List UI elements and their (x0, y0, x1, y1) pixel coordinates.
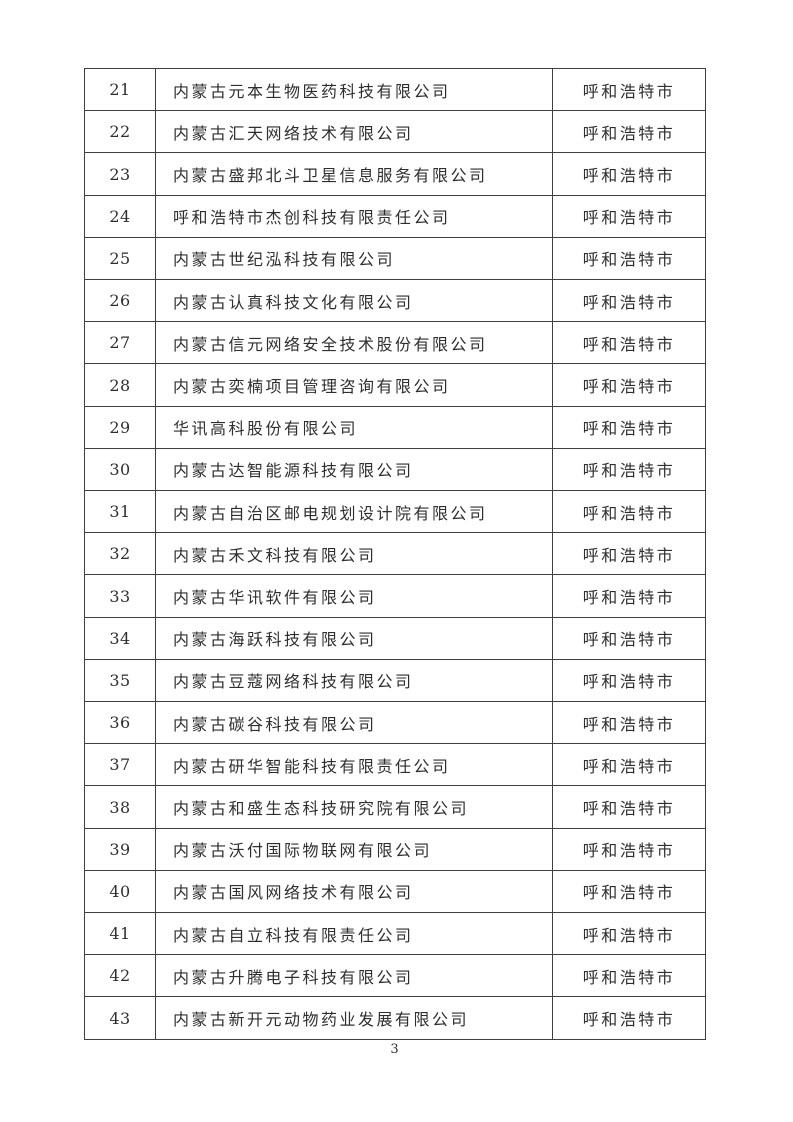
row-number-cell: 41 (84, 912, 156, 956)
row-number-cell: 23 (84, 152, 156, 196)
table-row: 23 内蒙古盛邦北斗卫星信息服务有限公司 呼和浩特市 (84, 152, 706, 196)
row-number-cell: 37 (84, 743, 156, 787)
company-name-cell: 内蒙古沃付国际物联网有限公司 (155, 827, 553, 871)
row-number-cell: 33 (84, 574, 156, 618)
table-row: 42 内蒙古升腾电子科技有限公司 呼和浩特市 (84, 954, 706, 998)
city-cell: 呼和浩特市 (552, 110, 706, 154)
table-row: 28 内蒙古奕楠项目管理咨询有限公司 呼和浩特市 (84, 363, 706, 407)
company-name-cell: 呼和浩特市杰创科技有限责任公司 (155, 194, 553, 238)
table-row: 41 内蒙古自立科技有限责任公司 呼和浩特市 (84, 912, 706, 956)
row-number-cell: 35 (84, 658, 156, 703)
city-cell: 呼和浩特市 (552, 363, 706, 407)
table-row: 40 内蒙古国风网络技术有限公司 呼和浩特市 (84, 869, 706, 914)
table-row: 37 内蒙古研华智能科技有限责任公司 呼和浩特市 (84, 743, 706, 787)
row-number-cell: 43 (84, 996, 156, 1040)
company-name-cell: 华讯高科股份有限公司 (155, 405, 553, 449)
table-row: 39 内蒙古沃付国际物联网有限公司 呼和浩特市 (84, 827, 706, 871)
company-name-cell: 内蒙古豆蔻网络科技有限公司 (155, 658, 553, 703)
table-row: 25 内蒙古世纪泓科技有限公司 呼和浩特市 (84, 236, 706, 281)
city-cell: 呼和浩特市 (552, 574, 706, 618)
company-table-body: 21 内蒙古元本生物医药科技有限公司 呼和浩特市 22 内蒙古汇天网络技术有限公司 呼和浩… (84, 67, 706, 1040)
city-cell: 呼和浩特市 (552, 236, 706, 281)
city-cell: 呼和浩特市 (552, 785, 706, 829)
company-name-cell: 内蒙古盛邦北斗卫星信息服务有限公司 (155, 152, 553, 196)
company-name-cell: 内蒙古禾文科技有限公司 (155, 532, 553, 576)
table-row: 33 内蒙古华讯软件有限公司 呼和浩特市 (84, 574, 706, 618)
city-cell: 呼和浩特市 (552, 743, 706, 787)
table-row: 31 内蒙古自治区邮电规划设计院有限公司 呼和浩特市 (84, 490, 706, 534)
company-name-cell: 内蒙古世纪泓科技有限公司 (155, 236, 553, 281)
row-number-cell: 38 (84, 785, 156, 829)
row-number-cell: 32 (84, 532, 156, 576)
table-row: 29 华讯高科股份有限公司 呼和浩特市 (84, 405, 706, 449)
company-name-cell: 内蒙古华讯软件有限公司 (155, 574, 553, 618)
company-name-cell: 内蒙古认真科技文化有限公司 (155, 279, 553, 323)
company-name-cell: 内蒙古信元网络安全技术股份有限公司 (155, 321, 553, 365)
row-number-cell: 21 (84, 67, 156, 112)
row-number-cell: 36 (84, 701, 156, 745)
table-row: 36 内蒙古碳谷科技有限公司 呼和浩特市 (84, 701, 706, 745)
row-number-cell: 40 (84, 869, 156, 914)
city-cell: 呼和浩特市 (552, 996, 706, 1040)
city-cell: 呼和浩特市 (552, 194, 706, 238)
row-number-cell: 42 (84, 954, 156, 998)
company-name-cell: 内蒙古碳谷科技有限公司 (155, 701, 553, 745)
company-table: 21 内蒙古元本生物医药科技有限公司 呼和浩特市 22 内蒙古汇天网络技术有限公司 呼和浩… (84, 67, 706, 1040)
table-row: 32 内蒙古禾文科技有限公司 呼和浩特市 (84, 532, 706, 576)
company-name-cell: 内蒙古国风网络技术有限公司 (155, 869, 553, 914)
row-number-cell: 28 (84, 363, 156, 407)
row-number-cell: 25 (84, 236, 156, 281)
city-cell: 呼和浩特市 (552, 152, 706, 196)
row-number-cell: 31 (84, 490, 156, 534)
row-number-cell: 24 (84, 194, 156, 238)
row-number-cell: 34 (84, 616, 156, 660)
table-row: 38 内蒙古和盛生态科技研究院有限公司 呼和浩特市 (84, 785, 706, 829)
city-cell: 呼和浩特市 (552, 532, 706, 576)
city-cell: 呼和浩特市 (552, 954, 706, 998)
company-name-cell: 内蒙古海跃科技有限公司 (155, 616, 553, 660)
city-cell: 呼和浩特市 (552, 67, 706, 112)
company-name-cell: 内蒙古和盛生态科技研究院有限公司 (155, 785, 553, 829)
city-cell: 呼和浩特市 (552, 490, 706, 534)
row-number-cell: 39 (84, 827, 156, 871)
table-row: 27 内蒙古信元网络安全技术股份有限公司 呼和浩特市 (84, 321, 706, 365)
city-cell: 呼和浩特市 (552, 447, 706, 492)
table-row: 43 内蒙古新开元动物药业发展有限公司 呼和浩特市 (84, 996, 706, 1040)
row-number-cell: 27 (84, 321, 156, 365)
table-row: 34 内蒙古海跃科技有限公司 呼和浩特市 (84, 616, 706, 660)
table-row: 35 内蒙古豆蔻网络科技有限公司 呼和浩特市 (84, 658, 706, 703)
page-number: 3 (390, 1042, 399, 1057)
city-cell: 呼和浩特市 (552, 701, 706, 745)
company-name-cell: 内蒙古自立科技有限责任公司 (155, 912, 553, 956)
city-cell: 呼和浩特市 (552, 912, 706, 956)
company-name-cell: 内蒙古研华智能科技有限责任公司 (155, 743, 553, 787)
city-cell: 呼和浩特市 (552, 616, 706, 660)
table-row: 30 内蒙古达智能源科技有限公司 呼和浩特市 (84, 447, 706, 492)
row-number-cell: 29 (84, 405, 156, 449)
city-cell: 呼和浩特市 (552, 658, 706, 703)
city-cell: 呼和浩特市 (552, 827, 706, 871)
table-row: 26 内蒙古认真科技文化有限公司 呼和浩特市 (84, 279, 706, 323)
row-number-cell: 26 (84, 279, 156, 323)
company-name-cell: 内蒙古元本生物医药科技有限公司 (155, 67, 553, 112)
table-row: 24 呼和浩特市杰创科技有限责任公司 呼和浩特市 (84, 194, 706, 238)
row-number-cell: 22 (84, 110, 156, 154)
company-name-cell: 内蒙古奕楠项目管理咨询有限公司 (155, 363, 553, 407)
city-cell: 呼和浩特市 (552, 869, 706, 914)
company-name-cell: 内蒙古新开元动物药业发展有限公司 (155, 996, 553, 1040)
company-name-cell: 内蒙古自治区邮电规划设计院有限公司 (155, 490, 553, 534)
company-name-cell: 内蒙古达智能源科技有限公司 (155, 447, 553, 492)
city-cell: 呼和浩特市 (552, 279, 706, 323)
table-row: 22 内蒙古汇天网络技术有限公司 呼和浩特市 (84, 110, 706, 154)
company-name-cell: 内蒙古汇天网络技术有限公司 (155, 110, 553, 154)
row-number-cell: 30 (84, 447, 156, 492)
city-cell: 呼和浩特市 (552, 321, 706, 365)
city-cell: 呼和浩特市 (552, 405, 706, 449)
company-name-cell: 内蒙古升腾电子科技有限公司 (155, 954, 553, 998)
table-row: 21 内蒙古元本生物医药科技有限公司 呼和浩特市 (84, 67, 706, 112)
